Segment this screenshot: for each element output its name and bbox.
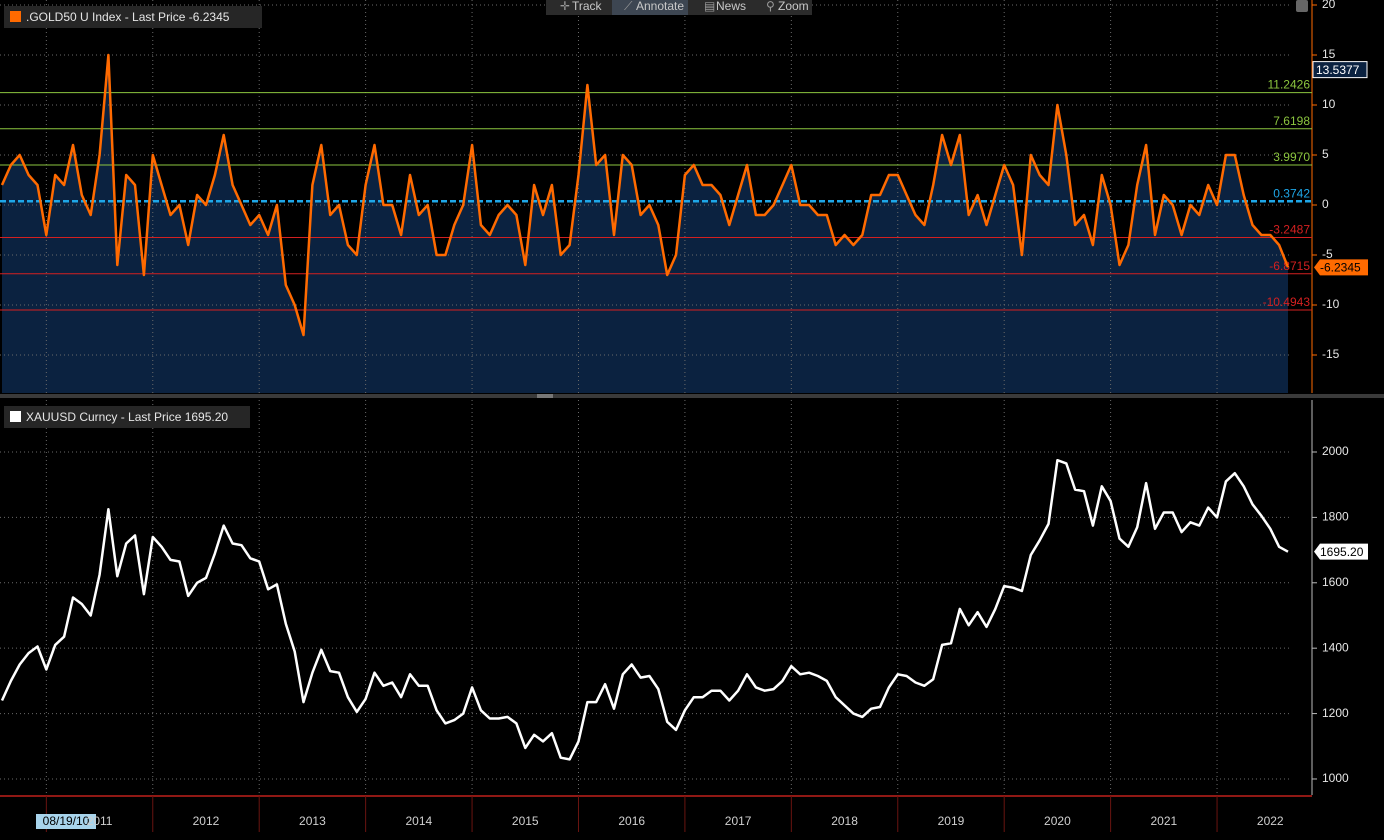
panel-menu-button[interactable]: [1296, 0, 1308, 12]
x-tick-label: 2018: [831, 814, 858, 828]
x-tick-label: 2017: [725, 814, 752, 828]
x-tick-label: 2021: [1150, 814, 1177, 828]
last-price-tag: [1314, 259, 1368, 276]
toolbar-button[interactable]: Zoom: [778, 0, 809, 13]
x-tick-label: 2014: [405, 814, 432, 828]
toolbar-icon: ⚲: [766, 0, 775, 13]
marker-label: 13.5377: [1316, 63, 1360, 77]
legend-swatch: [10, 11, 21, 22]
level-label: 3.9970: [1273, 150, 1310, 164]
y-tick-label: 15: [1322, 47, 1336, 61]
last-price-label: 1695.20: [1320, 545, 1364, 559]
toolbar-button[interactable]: Track: [572, 0, 603, 13]
x-tick-label: 2011: [87, 814, 113, 828]
toolbar-button[interactable]: News: [716, 0, 746, 13]
legend-label: XAUUSD Curncy - Last Price 1695.20: [26, 410, 228, 424]
legend-box: [4, 406, 250, 428]
x-tick-label: 2016: [618, 814, 645, 828]
x-tick-label: 2020: [1044, 814, 1071, 828]
y-tick-label: 2000: [1322, 444, 1349, 458]
panel-divider: [0, 394, 1384, 398]
legend-box: [4, 6, 262, 28]
y-tick-label: 1000: [1322, 771, 1349, 785]
last-price-tag: [1314, 543, 1368, 560]
x-tick-label: 2012: [193, 814, 220, 828]
level-label: -10.4943: [1263, 295, 1311, 309]
last-price-label: -6.2345: [1320, 261, 1361, 275]
x-tick-label: 2015: [512, 814, 539, 828]
level-label: 11.2426: [1268, 78, 1311, 92]
level-label: 7.6198: [1273, 114, 1310, 128]
series-line: [0, 53, 1290, 337]
panel-handle: [537, 394, 553, 398]
x-tick-label: 2019: [938, 814, 965, 828]
y-tick-label: -10: [1322, 297, 1340, 311]
toolbar-icon: ✛: [560, 0, 570, 13]
y-tick-label: 1800: [1322, 510, 1349, 524]
x-tick-label: 08/19/10: [43, 814, 90, 828]
series-line: [0, 458, 1289, 761]
marker-box: [1312, 61, 1368, 79]
level-label: -3.2487: [1269, 223, 1310, 237]
y-tick-label: -15: [1322, 347, 1340, 361]
y-tick-label: 0: [1322, 197, 1329, 211]
x-tick-label: 2022: [1257, 814, 1284, 828]
y-tick-label: 1600: [1322, 575, 1349, 589]
level-label: -6.8715: [1269, 259, 1310, 273]
y-tick-label: -5: [1322, 247, 1333, 261]
x-tick-label: 2013: [299, 814, 326, 828]
start-date-box: [36, 814, 96, 829]
toolbar-button[interactable]: Annotate: [636, 0, 684, 13]
y-tick-label: 20: [1322, 0, 1336, 11]
y-tick-label: 10: [1322, 97, 1336, 111]
y-tick-label: 1400: [1322, 640, 1349, 654]
toolbar-icon: ▤: [704, 0, 715, 13]
toolbar-active: [612, 0, 688, 15]
y-tick-label: 5: [1322, 147, 1329, 161]
area-fill: [2, 55, 1288, 393]
legend-label: .GOLD50 U Index - Last Price -6.2345: [26, 10, 230, 24]
toolbar-icon: ⟋: [624, 0, 633, 13]
level-label: 0.3742: [1273, 186, 1310, 200]
y-tick-label: 1200: [1322, 706, 1349, 720]
legend-swatch: [10, 411, 21, 422]
